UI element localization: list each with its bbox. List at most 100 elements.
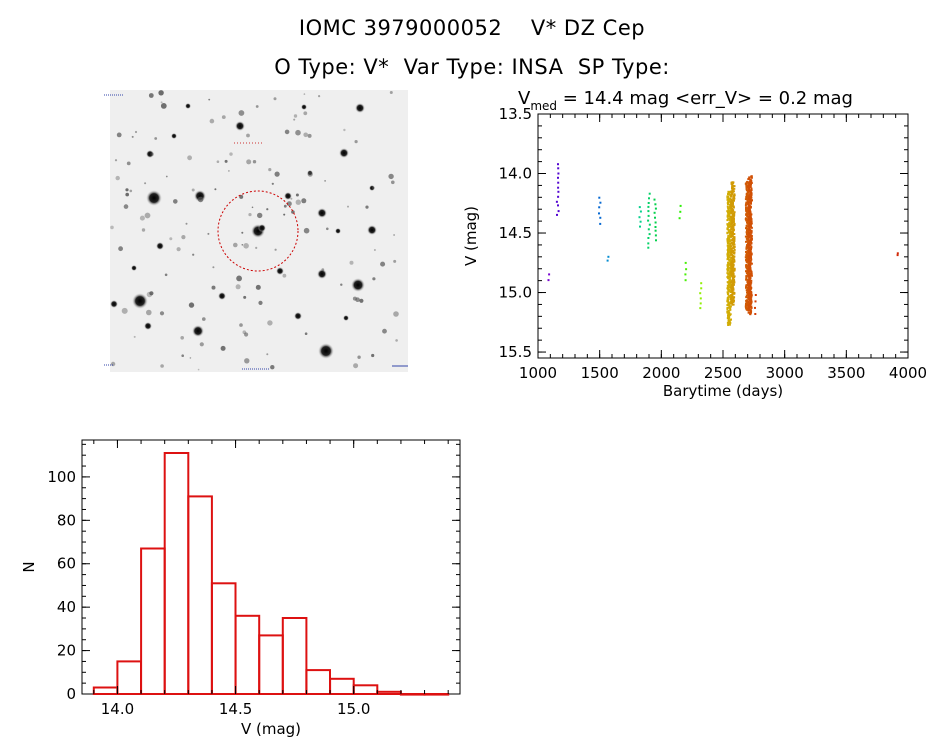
light-curve-point	[749, 257, 752, 260]
light-curve-point	[730, 299, 733, 302]
light-curve-point	[728, 263, 731, 266]
light-curve-point	[745, 296, 748, 299]
light-curve-point	[647, 242, 650, 245]
light-curve-point	[745, 259, 748, 262]
light-curve-point	[746, 256, 749, 258]
light-curve-point	[749, 184, 752, 187]
light-curve-point	[750, 274, 753, 277]
sky-star	[132, 293, 148, 309]
light-curve-point	[699, 297, 702, 300]
light-curve-point	[727, 234, 730, 237]
sky-star	[335, 228, 341, 234]
light-curve-point	[730, 226, 733, 229]
light-curve-point	[745, 208, 748, 211]
light-curve-point	[748, 188, 751, 191]
light-curve-point	[727, 277, 730, 280]
histogram-bar	[140, 547, 166, 695]
light-curve-point	[655, 239, 657, 242]
light-curve-point	[748, 239, 751, 242]
light-curve-point	[732, 224, 734, 227]
light-curve-point	[746, 249, 749, 252]
light-curve-point	[750, 262, 753, 265]
light-curve-point	[750, 226, 753, 229]
light-curve-point	[746, 180, 749, 183]
light-curve-point	[728, 251, 731, 254]
sky-star	[340, 283, 343, 286]
light-curve-point	[745, 254, 748, 257]
light-curve-point	[732, 303, 735, 306]
light-curve-point	[728, 244, 731, 247]
light-curve-point	[731, 203, 734, 206]
light-curve-point	[730, 235, 733, 238]
histogram-y-axis-label: N	[20, 561, 38, 572]
light-curve-point	[731, 275, 734, 278]
light-curve-point	[747, 306, 750, 309]
light-curve-point	[733, 241, 735, 244]
light-curve-point	[679, 204, 682, 207]
sky-star	[307, 133, 312, 138]
light-curve-point	[731, 189, 734, 192]
sky-star	[351, 278, 365, 292]
light-curve-point	[727, 208, 730, 211]
light-curve-point	[749, 244, 752, 246]
light-curve-point	[733, 269, 736, 272]
sky-star	[216, 160, 220, 163]
light-curve-point	[733, 194, 736, 197]
light-curve-point	[745, 189, 748, 192]
sky-star	[185, 222, 188, 225]
light-curve-point	[747, 257, 750, 260]
light-curve-point	[746, 215, 749, 218]
sky-star	[274, 171, 280, 177]
light-curve-point	[729, 218, 732, 221]
light-curve-point	[557, 204, 559, 207]
light-curve-point	[598, 196, 601, 199]
light-curve-point	[748, 233, 751, 236]
light-curve-x-tick-label: 4000	[889, 364, 927, 382]
light-curve-point	[750, 187, 753, 190]
light-curve-point	[745, 266, 748, 269]
light-curve-title-main: V	[518, 88, 531, 109]
light-curve-point	[727, 298, 730, 301]
sky-star	[158, 90, 164, 96]
light-curve-point	[732, 188, 735, 191]
light-curve-point	[726, 215, 729, 218]
light-curve-point	[732, 284, 735, 286]
light-curve-point	[726, 269, 729, 272]
light-curve-x-tick-label: 1500	[581, 364, 619, 382]
sky-star	[141, 228, 146, 232]
light-curve-point	[729, 308, 732, 311]
light-curve-point	[747, 215, 750, 218]
light-curve-point	[749, 198, 752, 201]
sky-star	[373, 249, 376, 251]
sky-star	[317, 269, 327, 279]
light-curve-point	[731, 301, 734, 304]
sky-star	[295, 129, 301, 136]
light-curve-point	[749, 233, 752, 236]
light-curve-point	[653, 198, 656, 201]
sky-star	[391, 180, 395, 185]
sky-star	[180, 336, 184, 340]
sky-star	[233, 242, 238, 248]
light-curve-point	[747, 304, 750, 307]
light-curve-point	[638, 206, 641, 209]
light-curve-point	[728, 223, 731, 226]
light-curve-point	[732, 288, 735, 291]
histogram-bar	[329, 677, 355, 696]
light-curve-point	[729, 321, 732, 324]
light-curve-point	[727, 193, 730, 196]
sky-star	[303, 93, 306, 95]
sky-star	[393, 311, 399, 317]
light-curve-point	[744, 198, 747, 201]
light-curve-point	[732, 297, 735, 300]
light-curve-point	[732, 194, 735, 197]
light-curve-point	[727, 217, 730, 220]
light-curve-point	[730, 295, 733, 298]
sky-star	[266, 353, 269, 356]
light-curve-y-tick-label: 13.5	[499, 105, 532, 123]
light-curve-point	[745, 272, 748, 275]
light-curve-point	[745, 219, 748, 222]
light-curve-point	[748, 236, 751, 238]
light-curve-point	[754, 294, 757, 296]
light-curve-point	[729, 260, 732, 263]
light-curve-point	[748, 302, 751, 305]
